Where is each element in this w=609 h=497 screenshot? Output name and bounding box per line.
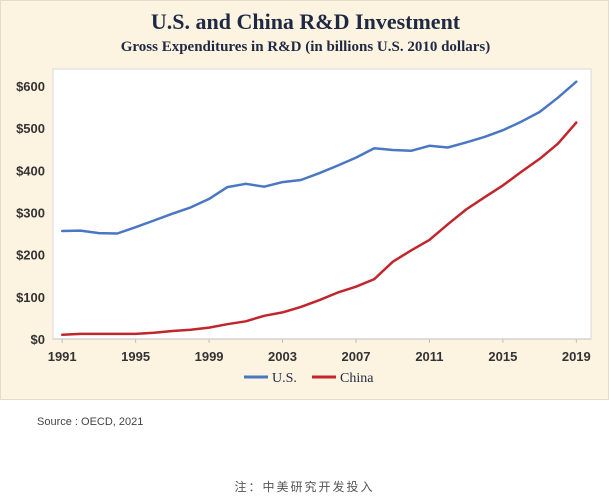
x-tick-label: 2015 [488, 349, 517, 364]
y-tick-label: $100 [16, 290, 45, 305]
y-tick-label: $500 [16, 121, 45, 136]
chart-panel: U.S. and China R&D Investment Gross Expe… [0, 0, 609, 400]
chart-subtitle: Gross Expenditures in R&D (in billions U… [120, 39, 491, 55]
legend-label: China [340, 371, 374, 386]
series-line-us [60, 80, 578, 235]
y-tick-label: $400 [16, 163, 45, 178]
series-line-china [60, 121, 578, 337]
source-caption: Source : OECD, 2021 [37, 416, 144, 428]
y-tick-label: $300 [16, 205, 45, 220]
plot-area [52, 68, 592, 340]
x-tick-label: 1995 [121, 349, 150, 364]
x-tick-label: 2011 [415, 349, 443, 364]
line-chart: $0 $100 $200 $300 $400 $500 $600 1991 1995 1999 20… [16, 68, 592, 386]
x-tick-label: 2003 [268, 349, 297, 364]
y-tick-label: $600 [16, 79, 45, 94]
y-tick-label: $0 [31, 332, 45, 347]
y-tick-label: $200 [16, 248, 45, 263]
legend-label: U.S. [272, 371, 297, 386]
x-tick-label: 1991 [48, 349, 77, 364]
footnote: 注：中美研究开发投入 [234, 480, 375, 494]
x-tick-label: 2007 [342, 349, 371, 364]
x-tick-label: 1999 [195, 349, 224, 364]
x-tick-label: 2019 [562, 349, 591, 364]
chart-title: U.S. and China R&D Investment [150, 9, 461, 34]
